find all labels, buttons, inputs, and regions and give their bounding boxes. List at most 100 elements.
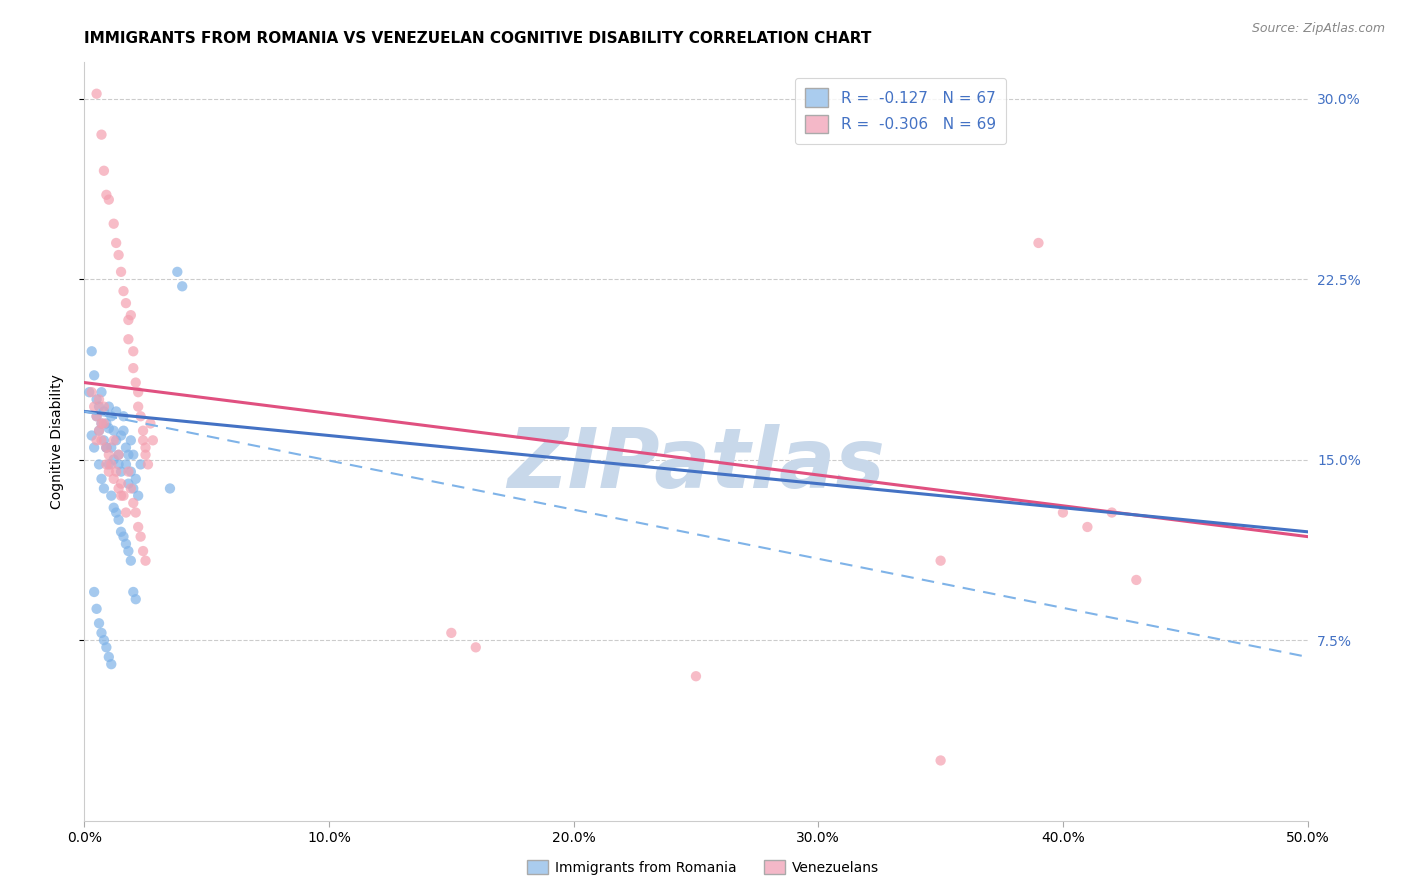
Point: [96, 417, 118, 431]
Point: [90, 434, 112, 448]
Point: [132, 434, 155, 448]
Point: [103, 472, 125, 486]
Point: [115, 506, 138, 520]
Point: [125, 506, 148, 520]
Point: [117, 332, 139, 346]
Point: [127, 520, 149, 534]
Point: [103, 434, 125, 448]
Point: [117, 313, 139, 327]
Point: [93, 163, 115, 178]
Point: [100, 657, 122, 672]
Point: [105, 434, 128, 448]
Point: [96, 187, 118, 202]
Point: [1028, 235, 1050, 250]
Point: [90, 472, 112, 486]
Y-axis label: Cognitive Disability: Cognitive Disability: [49, 374, 63, 509]
Point: [127, 400, 149, 414]
Point: [103, 217, 125, 231]
Point: [86, 434, 108, 448]
Point: [87, 400, 110, 414]
Point: [1101, 506, 1123, 520]
Point: [127, 385, 149, 400]
Point: [97, 421, 120, 435]
Point: [90, 128, 112, 142]
Point: [97, 448, 120, 462]
Point: [103, 452, 125, 467]
Point: [117, 476, 139, 491]
Point: [1052, 506, 1074, 520]
Point: [93, 417, 115, 431]
Point: [107, 482, 129, 496]
Point: [90, 385, 112, 400]
Point: [110, 265, 132, 279]
Legend: R =  -0.127   N = 67, R =  -0.306   N = 69: R = -0.127 N = 67, R = -0.306 N = 69: [794, 78, 1007, 144]
Point: [87, 458, 110, 472]
Point: [96, 640, 118, 655]
Point: [132, 544, 155, 558]
Point: [80, 344, 103, 359]
Point: [96, 441, 118, 455]
Point: [80, 385, 103, 400]
Point: [135, 441, 157, 455]
Point: [97, 193, 120, 207]
Point: [105, 404, 128, 418]
Point: [90, 626, 112, 640]
Point: [107, 458, 129, 472]
Point: [103, 424, 125, 438]
Point: [117, 465, 139, 479]
Point: [115, 441, 138, 455]
Point: [96, 441, 118, 455]
Legend: Immigrants from Romania, Venezuelans: Immigrants from Romania, Venezuelans: [522, 855, 884, 880]
Point: [107, 513, 129, 527]
Point: [122, 496, 145, 510]
Point: [86, 602, 108, 616]
Point: [110, 476, 132, 491]
Point: [110, 489, 132, 503]
Point: [122, 344, 145, 359]
Point: [136, 458, 159, 472]
Point: [127, 489, 149, 503]
Point: [105, 506, 128, 520]
Point: [96, 458, 118, 472]
Point: [929, 554, 952, 568]
Point: [110, 524, 132, 539]
Point: [166, 265, 188, 279]
Point: [86, 409, 108, 424]
Point: [97, 465, 120, 479]
Point: [107, 248, 129, 262]
Point: [97, 400, 120, 414]
Text: Source: ZipAtlas.com: Source: ZipAtlas.com: [1251, 22, 1385, 36]
Point: [120, 434, 142, 448]
Point: [112, 489, 135, 503]
Point: [129, 458, 152, 472]
Point: [120, 482, 142, 496]
Point: [107, 448, 129, 462]
Point: [93, 400, 115, 414]
Point: [135, 448, 157, 462]
Point: [100, 458, 122, 472]
Point: [90, 417, 112, 431]
Point: [93, 482, 115, 496]
Point: [122, 361, 145, 376]
Point: [125, 376, 148, 390]
Point: [685, 669, 707, 683]
Point: [142, 434, 165, 448]
Point: [129, 409, 152, 424]
Point: [96, 441, 118, 455]
Point: [83, 400, 105, 414]
Point: [83, 441, 105, 455]
Point: [159, 482, 181, 496]
Point: [122, 448, 145, 462]
Point: [112, 284, 135, 298]
Point: [80, 428, 103, 442]
Point: [139, 417, 162, 431]
Point: [90, 417, 112, 431]
Point: [105, 235, 128, 250]
Point: [122, 482, 145, 496]
Point: [87, 392, 110, 407]
Point: [87, 424, 110, 438]
Point: [97, 458, 120, 472]
Point: [120, 554, 142, 568]
Point: [86, 409, 108, 424]
Point: [1076, 520, 1098, 534]
